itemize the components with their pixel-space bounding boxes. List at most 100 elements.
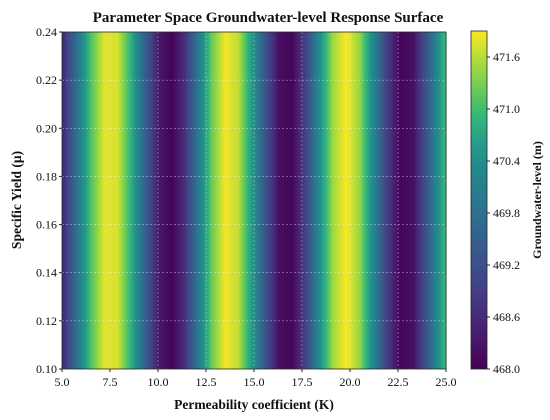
heatmap-cell — [129, 32, 131, 369]
heatmap-cell — [294, 32, 296, 369]
x-tick-label: 7.5 — [103, 375, 118, 389]
heatmap-cell — [94, 32, 96, 369]
heatmap-cell — [258, 32, 260, 369]
heatmap-cell — [320, 32, 322, 369]
heatmap-cell — [217, 32, 219, 369]
heatmap-cell — [190, 32, 192, 369]
heatmap-cell — [77, 32, 79, 369]
heatmap-cell — [290, 32, 292, 369]
heatmap-cell — [133, 32, 135, 369]
heatmap-cell — [420, 32, 422, 369]
heatmap-cell — [412, 32, 414, 369]
heatmap-cell — [416, 32, 418, 369]
y-axis-ticks: 0.10 0.12 0.14 0.16 0.18 0.20 0.22 0.24 — [36, 25, 62, 376]
heatmap-cell — [173, 32, 175, 369]
heatmap-cell — [367, 32, 369, 369]
heatmap-cell — [359, 32, 361, 369]
heatmap-cell — [404, 32, 406, 369]
heatmap-cell — [241, 32, 243, 369]
heatmap-cell — [322, 32, 324, 369]
heatmap-cell — [171, 32, 173, 369]
heatmap-cell — [105, 32, 107, 369]
heatmap-cell — [215, 32, 217, 369]
heatmap-cell — [221, 32, 223, 369]
heatmap-cell — [194, 32, 196, 369]
heatmap-cell — [197, 32, 199, 369]
heatmap-cell — [255, 32, 257, 369]
heatmap-cell — [146, 32, 148, 369]
heatmap-cell — [330, 32, 332, 369]
heatmap-cell — [99, 32, 101, 369]
heatmap-cell — [216, 32, 218, 369]
heatmap-cell — [79, 32, 81, 369]
heatmap-cell — [379, 32, 381, 369]
heatmap-cell — [377, 32, 379, 369]
heatmap-cell — [143, 32, 145, 369]
heatmap-cell — [131, 32, 133, 369]
heatmap-cell — [378, 32, 380, 369]
x-tick-label: 25.0 — [436, 375, 457, 389]
y-tick-label: 0.20 — [36, 121, 57, 135]
heatmap-cell — [351, 32, 353, 369]
heatmap-cell — [188, 32, 190, 369]
heatmap-cell — [279, 32, 281, 369]
heatmap-cell — [410, 32, 412, 369]
heatmap-cell — [369, 32, 371, 369]
heatmap-cell — [325, 32, 327, 369]
heatmap-cell — [382, 32, 384, 369]
heatmap-cell — [370, 32, 372, 369]
heatmap-cell — [67, 32, 69, 369]
heatmap-cell — [249, 32, 251, 369]
colorbar-ticks: 468.0 468.6 469.2 469.8 470.4 471.0 471.6 — [487, 50, 520, 376]
heatmap-cell — [267, 32, 269, 369]
heatmap-cell — [326, 32, 328, 369]
heatmap-cell — [145, 32, 147, 369]
heatmap-cell — [421, 32, 423, 369]
heatmap-cell — [238, 32, 240, 369]
heatmap-cell — [390, 32, 392, 369]
heatmap-cell — [406, 32, 408, 369]
heatmap-cell — [389, 32, 391, 369]
heatmap-cell — [118, 32, 120, 369]
heatmap-cell — [401, 32, 403, 369]
heatmap-cell — [411, 32, 413, 369]
heatmap-cell — [343, 32, 345, 369]
heatmap-cell — [247, 32, 249, 369]
heatmap-cell — [159, 32, 161, 369]
heatmap-cell — [153, 32, 155, 369]
colorbar-tick-label: 468.6 — [493, 310, 520, 324]
heatmap-cell — [110, 32, 112, 369]
heatmap-cell — [438, 32, 440, 369]
heatmap-cell — [231, 32, 233, 369]
heatmap-cell — [395, 32, 397, 369]
x-tick-label: 10.0 — [148, 375, 169, 389]
heatmap-cell — [336, 32, 338, 369]
heatmap-cell — [280, 32, 282, 369]
heatmap-cell — [424, 32, 426, 369]
heatmap-cell — [423, 32, 425, 369]
heatmap-cell — [200, 32, 202, 369]
heatmap-cell — [430, 32, 432, 369]
heatmap-cell — [345, 32, 347, 369]
heatmap-cell — [180, 32, 182, 369]
heatmap-cell — [368, 32, 370, 369]
heatmap-cell — [199, 32, 201, 369]
heatmap-cell — [174, 32, 176, 369]
heatmap-cell — [414, 32, 416, 369]
heatmap-cell — [270, 32, 272, 369]
heatmap-cell — [163, 32, 165, 369]
heatmap-cell — [297, 32, 299, 369]
heatmap-cell — [172, 32, 174, 369]
heatmap-cell — [283, 32, 285, 369]
heatmap-cell — [315, 32, 317, 369]
heatmap-cell — [391, 32, 393, 369]
heatmap-cell — [208, 32, 210, 369]
heatmap-cell — [170, 32, 172, 369]
heatmap-cell — [441, 32, 443, 369]
heatmap-cell — [179, 32, 181, 369]
heatmap-cell — [166, 32, 168, 369]
heatmap-cell — [245, 32, 247, 369]
heatmap-cell — [96, 32, 98, 369]
heatmap-cell — [403, 32, 405, 369]
heatmap-cell — [207, 32, 209, 369]
